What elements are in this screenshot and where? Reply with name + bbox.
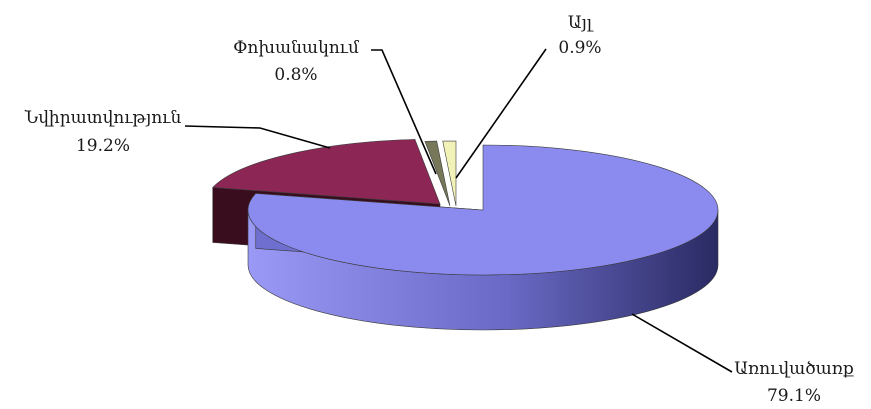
pie-slice-3 <box>442 140 457 207</box>
pie-slice-2 <box>424 140 451 207</box>
pie-slice-0 <box>247 144 719 331</box>
pie-slice-top-1 <box>212 139 441 205</box>
slice-label-3: Այլ <box>568 13 594 33</box>
leader-line-3 <box>455 48 547 179</box>
slice-value-1: 19.2% <box>76 136 130 156</box>
pie-slice-top-0 <box>247 144 719 276</box>
pie-slice-top-2 <box>424 140 451 207</box>
slice-value-3: 0.9% <box>558 38 601 58</box>
slice-label-2: Փոխանակում <box>233 38 360 58</box>
slice-value-2: 0.8% <box>274 65 317 85</box>
leader-line-0 <box>631 313 733 373</box>
leader-line-2 <box>371 49 437 175</box>
pie-slice-top-3 <box>442 140 457 207</box>
slice-label-1: Նվիրատվություն <box>24 108 182 128</box>
leader-line-1 <box>184 125 331 149</box>
slice-value-0: 79.1% <box>767 386 821 406</box>
slice-label-0: Առուվածառք <box>734 359 854 379</box>
